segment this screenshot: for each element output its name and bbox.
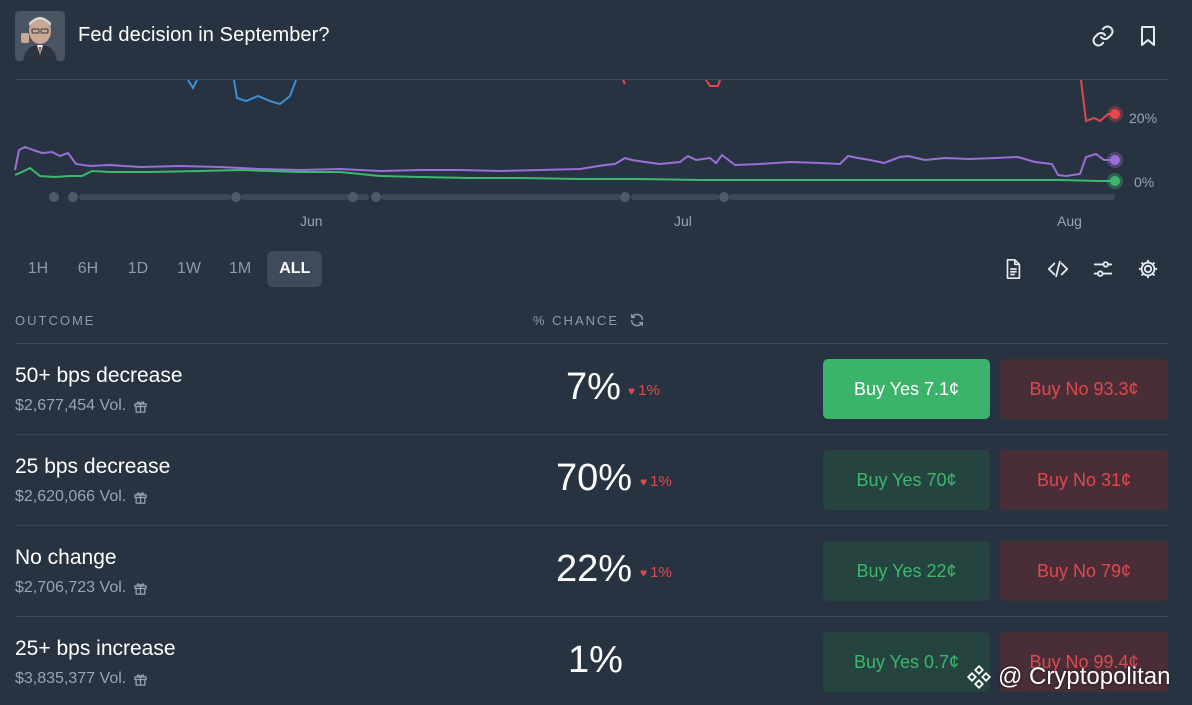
outcome-volume: $2,620,066 Vol. (15, 488, 148, 506)
time-range-all-button[interactable]: ALL (267, 251, 323, 287)
gear-icon[interactable] (1137, 258, 1159, 280)
chance-delta: ♥ 1% (628, 382, 660, 399)
outcome-name: 50+ bps decrease (15, 364, 183, 387)
code-icon[interactable] (1047, 258, 1069, 280)
outcome-chance: 22% (556, 548, 633, 590)
volume-text: $2,706,723 Vol. (15, 579, 127, 596)
avatar-portrait-icon (15, 11, 65, 61)
chance-delta: ♥ 1% (640, 473, 672, 490)
series-line-green (14, 166, 1115, 182)
time-range-1h-button[interactable]: 1H (27, 260, 49, 277)
gift-icon[interactable] (133, 672, 148, 687)
outcome-name: 25+ bps increase (15, 637, 176, 660)
buy-yes-button[interactable]: Buy Yes 22¢ (823, 541, 990, 601)
watermark: @ Cryptopolitan (966, 663, 1170, 691)
x-tick-label: Jun (300, 213, 323, 229)
outcome-volume: $3,835,377 Vol. (15, 670, 148, 688)
sliders-icon[interactable] (1092, 258, 1114, 280)
volume-text: $3,835,377 Vol. (15, 670, 127, 687)
buy-no-button[interactable]: Buy No 99.4¢ (1000, 632, 1168, 692)
document-icon[interactable] (1002, 258, 1024, 280)
outcome-name: No change (15, 546, 117, 569)
time-range-selector: 1H 6H 1D 1W 1M ALL (15, 251, 323, 287)
down-arrow-icon: ♥ (640, 565, 648, 580)
outcome-row[interactable]: No change $2,706,723 Vol. 22% ♥ 1% Buy Y… (15, 526, 1168, 617)
outcome-row[interactable]: 25+ bps increase $3,835,377 Vol. 1% Buy … (15, 617, 1168, 705)
row-divider (15, 525, 1168, 526)
chance-column-header: % CHANCE (533, 313, 620, 328)
page-title: Fed decision in September? (78, 24, 330, 46)
y-tick-label: 20% (1129, 110, 1157, 126)
header-divider (15, 79, 1168, 80)
time-range-1d-button[interactable]: 1D (127, 260, 149, 277)
gift-icon[interactable] (133, 490, 148, 505)
buy-yes-button[interactable]: Buy Yes 0.7¢ (823, 632, 990, 692)
link-icon[interactable] (1091, 24, 1115, 48)
delta-text: 1% (638, 382, 660, 399)
row-divider (15, 434, 1168, 435)
buy-yes-button[interactable]: Buy Yes 70¢ (823, 450, 990, 510)
outcome-name: 25 bps decrease (15, 455, 171, 478)
refresh-icon[interactable] (629, 312, 645, 328)
delta-text: 1% (650, 564, 672, 581)
time-range-6h-button[interactable]: 6H (77, 260, 99, 277)
row-divider (15, 616, 1168, 617)
watermark-text: @ Cryptopolitan (998, 663, 1171, 690)
buy-yes-button[interactable]: Buy Yes 7.1¢ (823, 359, 990, 419)
y-tick-label: 0% (1134, 174, 1154, 190)
volume-text: $2,620,066 Vol. (15, 488, 127, 505)
market-header: Fed decision in September? (0, 0, 1192, 72)
down-arrow-icon: ♥ (640, 474, 648, 489)
outcome-row[interactable]: 25 bps decrease $2,620,066 Vol. 70% ♥ 1%… (15, 435, 1168, 526)
brand-diamond-icon (966, 664, 992, 690)
series-line-purple (14, 145, 1115, 178)
buy-no-button[interactable]: Buy No 93.3¢ (1000, 359, 1168, 419)
bookmark-icon[interactable] (1136, 24, 1160, 48)
chance-delta: ♥ 1% (640, 564, 672, 581)
buy-no-button[interactable]: Buy No 31¢ (1000, 450, 1168, 510)
x-tick-label: Aug (1057, 213, 1082, 229)
outcome-row[interactable]: 50+ bps decrease $2,677,454 Vol. 7% ♥ 1%… (15, 344, 1168, 435)
down-arrow-icon: ♥ (628, 383, 636, 398)
delta-text: 1% (650, 473, 672, 490)
time-range-1w-button[interactable]: 1W (177, 260, 201, 277)
x-tick-label: Jul (674, 213, 692, 229)
time-range-1m-button[interactable]: 1M (229, 260, 252, 277)
gift-icon[interactable] (133, 399, 148, 414)
outcome-column-header: OUTCOME (15, 313, 96, 328)
outcome-chance: 70% (556, 457, 633, 499)
outcome-chance: 1% (568, 639, 623, 681)
series-line-blue (187, 79, 297, 106)
buy-no-button[interactable]: Buy No 79¢ (1000, 541, 1168, 601)
market-avatar (15, 11, 65, 61)
outcome-volume: $2,677,454 Vol. (15, 397, 148, 415)
timeline-scrubber[interactable] (49, 192, 1115, 202)
series-line-red (622, 79, 1115, 123)
table-divider (15, 343, 1168, 344)
outcome-volume: $2,706,723 Vol. (15, 579, 148, 597)
price-history-chart[interactable]: 20% 0% Jun Jul Aug (0, 0, 1192, 240)
volume-text: $2,677,454 Vol. (15, 397, 127, 414)
gift-icon[interactable] (133, 581, 148, 596)
outcome-chance: 7% (566, 366, 621, 408)
